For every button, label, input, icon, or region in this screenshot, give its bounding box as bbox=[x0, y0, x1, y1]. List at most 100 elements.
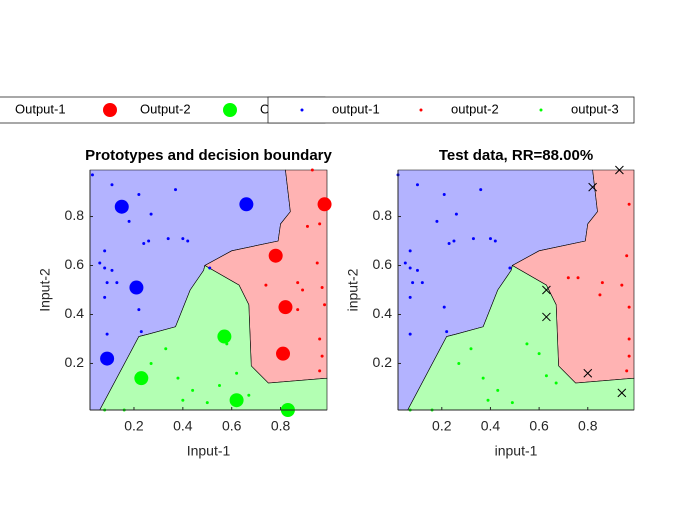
misclassified-marker bbox=[542, 285, 551, 295]
data-point bbox=[447, 241, 451, 245]
data-point bbox=[318, 222, 322, 226]
data-point bbox=[454, 212, 458, 216]
y-axis-label: input-2 bbox=[345, 268, 361, 311]
y-tick-label: 0.8 bbox=[65, 207, 85, 223]
data-point bbox=[320, 354, 324, 358]
data-point bbox=[174, 188, 178, 192]
x-tick-label: 0.8 bbox=[578, 418, 598, 434]
data-point bbox=[625, 254, 629, 258]
misclassified-marker bbox=[615, 165, 624, 175]
y-tick-label: 0.4 bbox=[373, 305, 393, 321]
data-point bbox=[420, 281, 424, 285]
data-point bbox=[103, 295, 107, 299]
data-point bbox=[627, 337, 631, 341]
data-point bbox=[442, 305, 446, 309]
data-point bbox=[90, 173, 94, 177]
data-point bbox=[403, 261, 407, 265]
data-point bbox=[110, 183, 114, 187]
data-point bbox=[471, 237, 475, 241]
y-tick-label: 0.6 bbox=[373, 256, 393, 272]
data-point bbox=[105, 281, 109, 285]
data-point bbox=[205, 401, 209, 405]
data-point bbox=[305, 224, 309, 228]
y-tick-label: 0.6 bbox=[65, 256, 85, 272]
y-tick-label: 0.8 bbox=[373, 207, 393, 223]
data-point bbox=[103, 266, 107, 270]
data-point bbox=[149, 361, 153, 365]
prototype-marker bbox=[276, 346, 291, 361]
x-tick-label: 0.2 bbox=[432, 418, 452, 434]
x-tick-label: 0.2 bbox=[124, 418, 144, 434]
y-tick-label: 0.2 bbox=[373, 354, 393, 370]
data-point bbox=[142, 241, 146, 245]
misclassified-marker bbox=[583, 368, 593, 378]
data-point bbox=[537, 352, 541, 356]
prototype-marker bbox=[134, 371, 149, 386]
data-point bbox=[296, 281, 300, 285]
data-point bbox=[435, 219, 439, 223]
data-point bbox=[496, 388, 500, 392]
legend-label: output-2 bbox=[451, 101, 499, 116]
data-point bbox=[320, 286, 324, 290]
decision-region bbox=[99, 265, 328, 411]
legend-marker bbox=[539, 108, 543, 112]
legend-marker bbox=[103, 103, 117, 117]
legend-marker bbox=[223, 103, 237, 117]
data-point bbox=[310, 168, 314, 172]
data-point bbox=[315, 261, 319, 265]
prototype-marker bbox=[278, 300, 293, 315]
data-point bbox=[181, 398, 185, 402]
data-point bbox=[408, 332, 412, 336]
misclassified-marker bbox=[542, 312, 551, 322]
data-point bbox=[191, 388, 195, 392]
prototype-marker bbox=[317, 197, 332, 212]
data-point bbox=[415, 183, 419, 187]
chart-title: Prototypes and decision boundary bbox=[85, 147, 332, 164]
prototype-marker bbox=[229, 393, 244, 408]
data-point bbox=[103, 249, 107, 253]
data-point bbox=[408, 266, 412, 270]
data-point bbox=[554, 381, 558, 385]
data-point bbox=[408, 295, 412, 299]
data-point bbox=[301, 288, 305, 292]
x-tick-label: 0.4 bbox=[481, 418, 501, 434]
prototype-marker bbox=[239, 197, 254, 212]
data-point bbox=[452, 239, 456, 243]
data-point bbox=[408, 249, 412, 253]
data-point bbox=[488, 237, 492, 241]
legend-box bbox=[267, 96, 635, 124]
y-axis-label: Input-2 bbox=[37, 268, 53, 312]
data-point bbox=[525, 342, 529, 346]
data-point bbox=[166, 237, 170, 241]
misclassified-marker bbox=[588, 182, 597, 192]
data-point bbox=[544, 374, 548, 378]
data-point bbox=[627, 305, 631, 309]
data-point bbox=[127, 219, 131, 223]
data-point bbox=[235, 371, 239, 375]
x-axis-label: Input-1 bbox=[187, 443, 231, 459]
prototype-marker bbox=[268, 248, 283, 263]
data-point bbox=[318, 337, 322, 341]
x-tick-label: 0.6 bbox=[222, 418, 242, 434]
data-point bbox=[296, 308, 300, 312]
data-point bbox=[620, 283, 624, 287]
data-point bbox=[176, 376, 180, 380]
legend-label: output-3 bbox=[571, 101, 619, 116]
data-point bbox=[411, 281, 415, 285]
data-point bbox=[137, 192, 141, 196]
prototype-marker bbox=[129, 280, 144, 295]
data-point bbox=[208, 266, 212, 270]
data-point bbox=[149, 212, 153, 216]
misclassified-marker bbox=[617, 388, 627, 398]
x-tick-label: 0.6 bbox=[529, 418, 549, 434]
x-tick-label: 0.4 bbox=[173, 418, 193, 434]
y-tick-label: 0.4 bbox=[65, 305, 85, 321]
legend-label: output-1 bbox=[332, 101, 380, 116]
data-point bbox=[508, 266, 512, 270]
x-axis-label: input-1 bbox=[495, 443, 538, 459]
data-point bbox=[479, 188, 483, 192]
data-point bbox=[566, 276, 570, 280]
data-point bbox=[469, 347, 473, 351]
data-point bbox=[217, 384, 221, 388]
